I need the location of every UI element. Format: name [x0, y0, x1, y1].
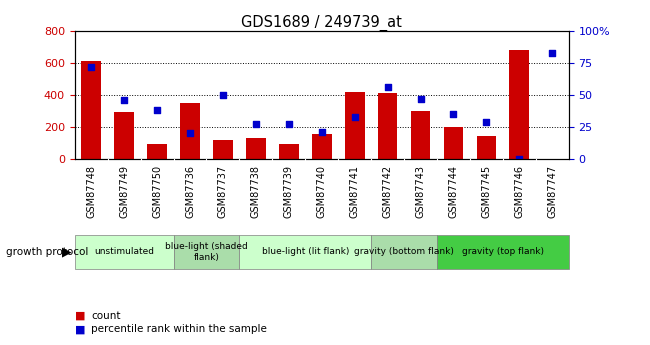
Text: GSM87739: GSM87739 [284, 165, 294, 218]
Bar [443, 127, 463, 159]
Bar [114, 112, 134, 159]
Text: GSM87743: GSM87743 [415, 165, 426, 218]
Text: GSM87736: GSM87736 [185, 165, 195, 218]
Point [514, 156, 525, 161]
Point [185, 130, 195, 136]
Point [547, 50, 558, 56]
Text: GSM87744: GSM87744 [448, 165, 458, 218]
Bar [312, 134, 332, 159]
Text: GSM87737: GSM87737 [218, 165, 228, 218]
Text: ■: ■ [75, 325, 85, 334]
Text: GSM87749: GSM87749 [119, 165, 129, 218]
Point [86, 64, 96, 70]
Bar [213, 140, 233, 159]
Text: blue-light (lit flank): blue-light (lit flank) [261, 247, 349, 256]
Text: unstimulated: unstimulated [94, 247, 154, 256]
Bar [81, 61, 101, 159]
Text: gravity (bottom flank): gravity (bottom flank) [354, 247, 454, 256]
Text: blue-light (shaded
flank): blue-light (shaded flank) [165, 242, 248, 262]
Text: ▶: ▶ [62, 245, 72, 258]
Point [382, 85, 393, 90]
Point [317, 129, 327, 135]
Bar [147, 144, 167, 159]
Text: GSM87746: GSM87746 [514, 165, 525, 218]
Point [350, 114, 360, 119]
Text: count: count [91, 311, 120, 321]
Text: GSM87738: GSM87738 [251, 165, 261, 218]
Point [448, 111, 459, 117]
Title: GDS1689 / 249739_at: GDS1689 / 249739_at [241, 15, 402, 31]
Text: GSM87742: GSM87742 [383, 165, 393, 218]
Bar [476, 136, 497, 159]
Text: gravity (top flank): gravity (top flank) [462, 247, 544, 256]
Text: growth protocol: growth protocol [6, 247, 89, 257]
Point [152, 107, 162, 113]
Text: GSM87748: GSM87748 [86, 165, 96, 218]
Text: ■: ■ [75, 311, 85, 321]
Point [283, 121, 294, 127]
Bar [411, 111, 430, 159]
Point [481, 119, 491, 125]
Bar [180, 103, 200, 159]
Point [251, 121, 261, 127]
Text: GSM87740: GSM87740 [317, 165, 327, 218]
Bar [371, 235, 437, 269]
Point [415, 96, 426, 101]
Text: GSM87750: GSM87750 [152, 165, 162, 218]
Bar [75, 235, 174, 269]
Point [119, 97, 129, 103]
Bar [239, 235, 371, 269]
Bar [246, 138, 266, 159]
Point [218, 92, 228, 98]
Bar [279, 144, 299, 159]
Text: GSM87741: GSM87741 [350, 165, 359, 218]
Text: percentile rank within the sample: percentile rank within the sample [91, 325, 267, 334]
Bar [510, 50, 529, 159]
Bar [344, 92, 365, 159]
Bar [378, 93, 398, 159]
Text: GSM87745: GSM87745 [482, 165, 491, 218]
Text: GSM87747: GSM87747 [547, 165, 557, 218]
Bar [437, 235, 569, 269]
Bar [174, 235, 239, 269]
